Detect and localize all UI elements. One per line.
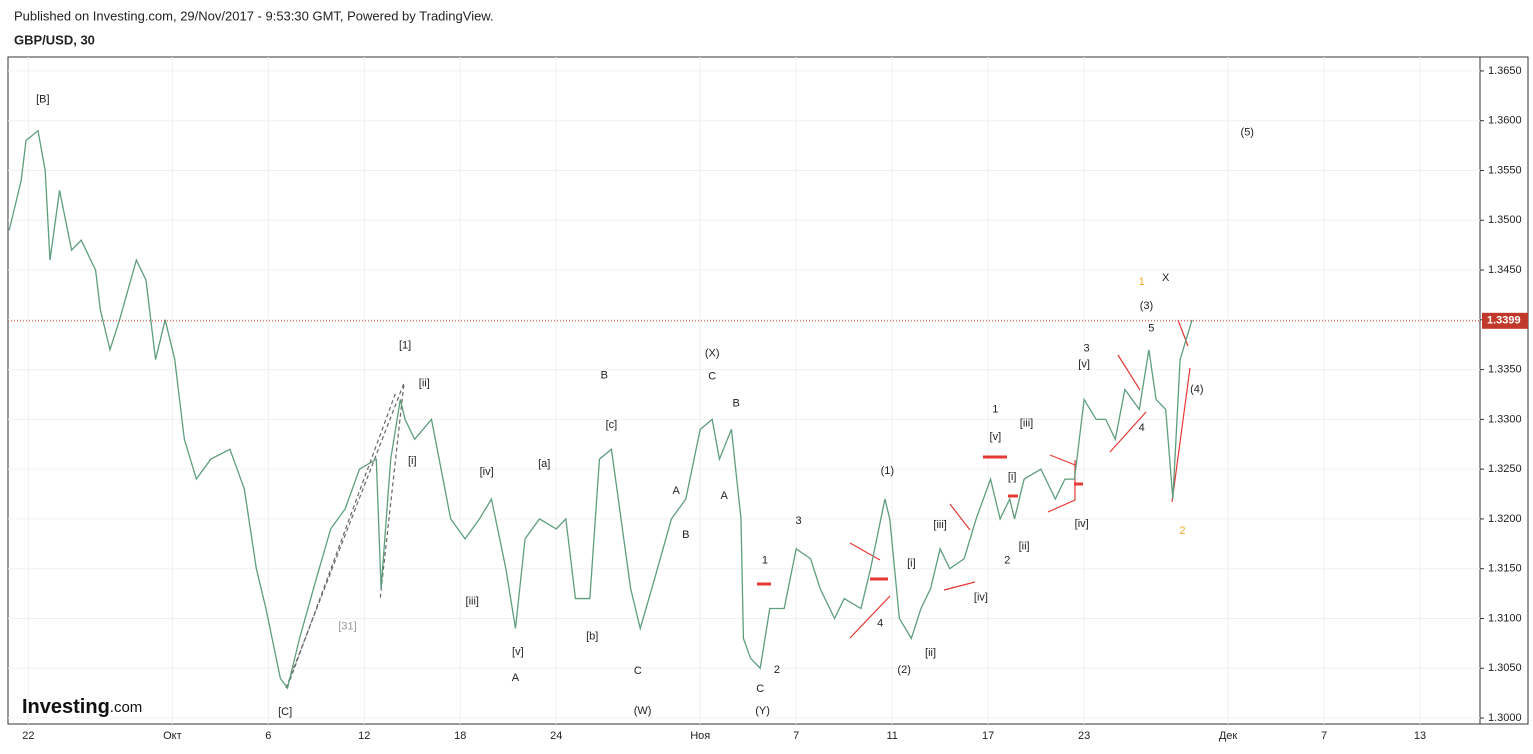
wave-label: A [721, 490, 729, 502]
wave-label: (1) [881, 465, 894, 477]
published-note: Published on Investing.com, 29/Nov/2017 … [14, 8, 494, 23]
wave-label: 3 [1083, 343, 1089, 355]
wave-label: [ii] [1019, 541, 1030, 553]
wave-label: C [708, 370, 716, 382]
wave-label: (X) [705, 348, 720, 360]
logo-suffix: .com [110, 699, 143, 716]
wave-label: (Y) [755, 705, 770, 717]
wave-label: 2 [774, 664, 780, 676]
wave-label: [ii] [925, 647, 936, 659]
logo-main: Investing [22, 696, 110, 718]
wave-label: (2) [897, 664, 910, 676]
wave-label: [i] [1008, 471, 1017, 483]
wave-label: (W) [634, 705, 652, 717]
y-tick-label: 1.3650 [1488, 65, 1522, 77]
x-tick-label: 6 [265, 730, 271, 742]
frame [7, 56, 1529, 725]
wave-label: [i] [907, 558, 916, 570]
wave-label: 1 [762, 555, 768, 567]
y-tick-label: 1.3250 [1488, 463, 1522, 475]
wave-label: [iii] [466, 595, 479, 607]
last-price-label: 1.3399 [1487, 315, 1521, 327]
x-tick-label: 12 [358, 730, 370, 742]
wave-label: (3) [1140, 300, 1153, 312]
wave-drawings [285, 319, 1191, 689]
y-tick-label: 1.3300 [1488, 413, 1522, 425]
y-tick-label: 1.3050 [1488, 662, 1522, 674]
x-tick-label: 17 [982, 730, 994, 742]
wave-label: [iv] [1075, 518, 1089, 530]
wave-label: (4) [1190, 383, 1203, 395]
wave-label: [1] [399, 340, 411, 352]
x-tick-label: Ноя [690, 730, 710, 742]
wave-label: [b] [586, 630, 598, 642]
x-tick-label: 24 [550, 730, 562, 742]
symbol: GBP/USD, 30 [14, 32, 95, 47]
y-tick-label: 1.3350 [1488, 364, 1522, 376]
wave-label: C [634, 665, 642, 677]
plot-area: 1.3399 [B] [1] [ii] [i] [31] [C] [iv] [iii] [v] A [… [8, 94, 1528, 718]
wave-label: 1 [1139, 276, 1145, 288]
last-price-box [1482, 312, 1528, 329]
wave-label: 4 [1139, 422, 1145, 434]
wave-label: [B] [36, 94, 49, 106]
x-tick-label: 11 [886, 730, 897, 742]
wave-label: B [682, 529, 689, 541]
y-tick-label: 1.3600 [1488, 115, 1522, 127]
wave-label: [ii] [419, 377, 430, 389]
grid: 1.3000 1.3050 1.3100 1.3150 1.3200 1.3250 1.33… [8, 57, 1522, 742]
x-tick-label: 7 [793, 730, 799, 742]
wave-label: [i] [408, 455, 417, 467]
y-tick-label: 1.3150 [1488, 563, 1522, 575]
y-tick-label: 1.3200 [1488, 513, 1522, 525]
price-line [8, 129, 1193, 690]
wave-label: [iii] [933, 519, 946, 531]
y-tick-label: 1.3000 [1488, 712, 1522, 724]
wave-label: [iv] [480, 466, 494, 478]
x-tick-label: 22 [22, 730, 34, 742]
wave-label: 2 [1004, 555, 1010, 567]
x-tick-label: 13 [1414, 730, 1426, 742]
wave-label: [iii] [1020, 417, 1033, 429]
wave-label: [v] [512, 646, 524, 658]
wave-label: 3 [796, 515, 802, 527]
wave-label: [v] [990, 431, 1002, 443]
x-tick-label: 7 [1321, 730, 1327, 742]
wave-label: [31] [338, 620, 356, 632]
wave-label: A [512, 672, 520, 684]
y-tick-label: 1.3550 [1488, 164, 1522, 176]
wave-label: [a] [538, 458, 550, 470]
wave-label: A [673, 485, 681, 497]
logo-name: Investing.com [22, 696, 142, 718]
wave-label: [c] [606, 419, 618, 431]
x-tick-label: 18 [454, 730, 466, 742]
wave-label: B [733, 397, 740, 409]
wave-label: 2 [1179, 525, 1185, 537]
wave-label: (5) [1241, 127, 1254, 139]
wave-label: 5 [1148, 323, 1154, 335]
wave-label: [iv] [974, 591, 988, 603]
wave-label: B [601, 369, 608, 381]
wave-label: [v] [1078, 359, 1090, 371]
x-tick-label: Дек [1219, 730, 1238, 742]
y-tick-label: 1.3100 [1488, 612, 1522, 624]
wave-label: X [1162, 272, 1170, 284]
logo: Investing.com [22, 696, 142, 718]
wave-label: 4 [877, 617, 883, 629]
wave-label: 1 [992, 403, 998, 415]
x-tick-label: Окт [163, 730, 182, 742]
x-tick-label: 23 [1078, 730, 1090, 742]
y-tick-label: 1.3450 [1488, 264, 1522, 276]
wave-label: [C] [278, 706, 292, 718]
wave-label: C [756, 683, 764, 695]
y-tick-label: 1.3500 [1488, 214, 1522, 226]
